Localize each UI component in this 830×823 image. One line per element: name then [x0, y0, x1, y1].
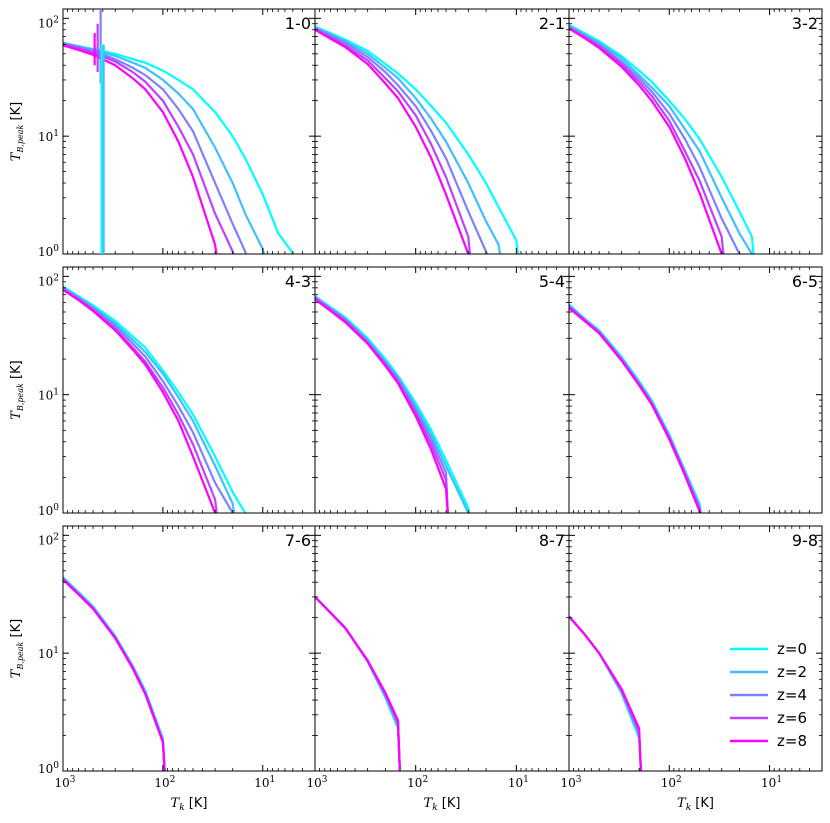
series-line-z=4 [315, 27, 488, 254]
y-tick-label: 101 [38, 388, 59, 403]
series-line-z=8 [569, 27, 723, 254]
panel-5-4: 5-4 [314, 266, 570, 514]
series-line-z=0 [63, 285, 247, 513]
series-line-z=0 [569, 303, 703, 513]
series-line-z=4 [569, 25, 741, 254]
y-tick-label: 100 [38, 761, 59, 776]
y-axis-label: TB,peak [K] [9, 102, 25, 161]
panel-frame [568, 8, 823, 255]
series-line-z=8 [315, 596, 401, 771]
panel-title: 4-3 [285, 272, 311, 291]
series-line-z=0 [63, 41, 295, 254]
series-line-z=6 [63, 288, 218, 513]
series-line-z=8 [569, 615, 643, 771]
series-line-z=0 [569, 615, 642, 771]
x-axis-label: Tk [K] [424, 796, 461, 813]
x-axis-label: Tk [K] [171, 796, 208, 813]
legend-label: z=2 [777, 663, 807, 681]
x-tick-label: 101 [508, 775, 529, 790]
series-line-z=0 [63, 576, 166, 771]
x-tick-label: 102 [407, 775, 428, 790]
panel-title: 5-4 [539, 272, 565, 291]
series-line-z=6 [569, 26, 725, 254]
x-tick-label: 103 [54, 775, 75, 790]
x-tick-label: 102 [154, 775, 175, 790]
series-line-z=2 [569, 304, 702, 513]
y-tick-label: 100 [38, 244, 59, 259]
series-line-z=2 [315, 26, 502, 254]
x-tick-label: 103 [560, 775, 581, 790]
y-axis-label: TB,peak [K] [9, 619, 25, 678]
panel-3-2: 3-2 [568, 8, 823, 255]
panel-frame [568, 525, 823, 772]
series-line-z=2 [569, 25, 754, 254]
series-line-z=2 [569, 615, 642, 771]
panel-9-8: 9-8 103 102 101 Tk [K] z=0 z=2 z=4 z=6 z=8 [560, 525, 823, 813]
series-line-z=6 [315, 297, 449, 513]
series-line-z=8 [63, 44, 218, 254]
panel-title: 2-1 [539, 14, 565, 33]
y-tick-label: 100 [38, 503, 59, 518]
series-line-z=8 [63, 578, 166, 771]
legend-label: z=6 [777, 709, 807, 727]
series-line-z=0 [569, 23, 755, 254]
legend: z=0 z=2 z=4 z=6 z=8 [730, 640, 807, 750]
legend-label: z=8 [777, 732, 807, 750]
panel-8-7: 8-7 103 102 101 Tk [K] [306, 525, 570, 813]
y-tick-label: 101 [38, 129, 59, 144]
panel-title: 3-2 [792, 14, 818, 33]
legend-label: z=0 [777, 640, 807, 658]
series-line-z=4 [63, 287, 234, 513]
series-line-z=4 [569, 305, 702, 513]
series-line-z=0 [315, 25, 520, 254]
panel-4-3: 4-3 102 101 100 TB,peak [K] [9, 266, 316, 518]
x-tick-label: 102 [661, 775, 682, 790]
x-tick-label: 101 [761, 775, 782, 790]
panel-frame [62, 266, 316, 514]
legend-label: z=4 [777, 686, 807, 704]
y-tick-label: 102 [38, 273, 59, 288]
panel-1-0: 1-0 102 101 100 TB,peak [K] [9, 8, 316, 259]
series-line-z=4 [315, 296, 449, 513]
x-tick-label: 101 [254, 775, 275, 790]
y-tick-label: 101 [38, 646, 59, 661]
panel-title: 8-7 [539, 531, 565, 550]
series-line-z=0 [315, 596, 401, 771]
y-axis-label: TB,peak [K] [9, 360, 25, 419]
series-line-z=4 [569, 615, 643, 771]
series-line-z=2 [315, 596, 401, 771]
panel-title: 7-6 [285, 531, 311, 550]
series-line-z=8 [569, 307, 702, 513]
y-tick-label: 102 [38, 532, 59, 547]
series-line-z=6 [315, 596, 401, 771]
panel-6-5: 6-5 [568, 266, 823, 514]
panel-title: 9-8 [792, 531, 818, 550]
series-line-z=8 [315, 28, 470, 254]
panel-frame [314, 525, 570, 772]
panel-frame [568, 266, 823, 514]
panel-2-1: 2-1 [314, 8, 570, 255]
series-line-z=4 [315, 596, 401, 771]
y-tick-label: 102 [38, 15, 59, 30]
series-line-z=4 [63, 577, 166, 771]
series-line-z=2 [63, 577, 166, 771]
series-line-z=6 [569, 615, 643, 771]
panel-title: 1-0 [285, 14, 311, 33]
series-line-z=4 [63, 42, 248, 254]
panel-frame [62, 525, 316, 772]
series-line-z=6 [569, 306, 702, 513]
series-line-z=8 [63, 288, 217, 513]
series-line-z=6 [63, 43, 235, 254]
series-line-z=6 [315, 28, 472, 254]
x-tick-label: 103 [306, 775, 327, 790]
series-line-z=8 [315, 298, 449, 513]
x-axis-label: Tk [K] [677, 796, 714, 813]
series-line-z=6 [63, 578, 166, 771]
panel-title: 6-5 [792, 272, 818, 291]
